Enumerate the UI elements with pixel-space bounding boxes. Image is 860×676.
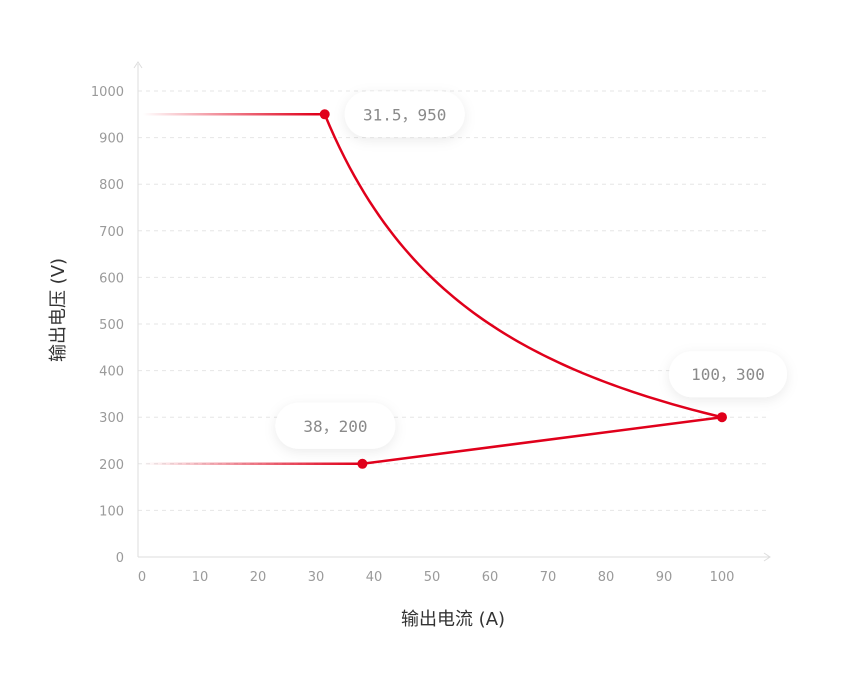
x-axis-title: 输出电流 (A) [401, 609, 505, 630]
rising-segment [361, 415, 724, 466]
y-tick-labels: 0 100 200 300 400 500 600 700 800 900 1000 [91, 85, 124, 566]
constant-power-curve [323, 113, 724, 419]
x-tick-label: 20 [250, 570, 267, 585]
data-points [319, 109, 727, 469]
callout-bubble [344, 91, 465, 138]
y-tick-label: 1000 [91, 85, 124, 100]
data-point [717, 412, 727, 423]
x-tick-label: 90 [656, 570, 673, 585]
x-tick-label: 10 [192, 570, 209, 585]
data-label: 100，300 [691, 365, 765, 384]
x-tick-label: 70 [540, 570, 557, 585]
data-point [319, 109, 330, 120]
grid-lines [138, 90, 770, 511]
y-tick-label: 300 [99, 411, 124, 426]
y-axis-title: 输出电压 (V) [48, 258, 69, 362]
x-tick-label: 0 [138, 570, 146, 585]
x-axis-arrow [763, 552, 771, 562]
data-callout: 38，200 [275, 402, 396, 449]
y-tick-label: 600 [99, 271, 124, 286]
data-callout: 100，300 [669, 351, 787, 398]
callout-bubble [669, 351, 787, 398]
x-tick-label: 80 [598, 570, 615, 585]
data-label: 31.5，950 [363, 105, 446, 124]
x-tick-labels: 0 10 20 30 40 50 60 70 80 90 100 [138, 570, 735, 585]
y-tick-label: 700 [99, 225, 124, 240]
y-tick-label: 400 [99, 365, 124, 380]
data-label: 38，200 [303, 417, 367, 436]
y-axis-arrow [133, 61, 143, 69]
data-point [357, 458, 368, 469]
x-tick-label: 30 [308, 570, 325, 585]
x-tick-label: 60 [482, 570, 499, 585]
axes [133, 61, 771, 562]
callouts: 31.5，950 100，300 38，200 [275, 91, 787, 449]
x-tick-label: 50 [424, 570, 441, 585]
y-tick-label: 200 [99, 458, 124, 473]
y-tick-label: 800 [99, 178, 124, 193]
data-callout: 31.5，950 [344, 91, 465, 138]
series-lines [141, 113, 724, 466]
x-tick-label: 100 [710, 570, 735, 585]
x-tick-label: 40 [366, 570, 383, 585]
y-tick-label: 900 [99, 132, 124, 147]
y-tick-label: 100 [99, 504, 124, 519]
y-tick-label: 0 [116, 551, 124, 566]
callout-bubble [275, 402, 396, 449]
y-tick-label: 500 [99, 318, 124, 333]
